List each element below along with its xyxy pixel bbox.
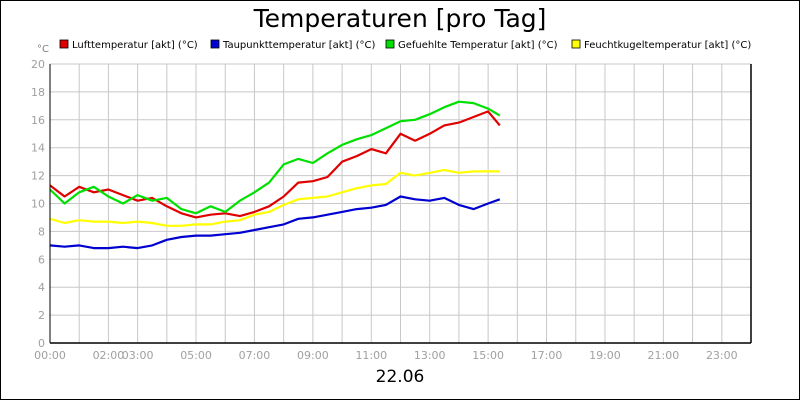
legend-label: Lufttemperatur [akt] (°C) bbox=[72, 40, 198, 51]
y-tick-label: 12 bbox=[31, 170, 45, 183]
chart-title: Temperaturen [pro Tag] bbox=[253, 4, 547, 33]
y-tick-label: 20 bbox=[31, 58, 45, 71]
x-tick-label: 05:00 bbox=[180, 349, 212, 362]
legend-label: Feuchtkugeltemperatur [akt] (°C) bbox=[584, 40, 751, 51]
y-tick-label: 10 bbox=[31, 198, 45, 211]
legend-swatch bbox=[210, 39, 220, 49]
y-tick-label: 6 bbox=[38, 253, 45, 266]
y-tick-label: 18 bbox=[31, 86, 45, 99]
legend-swatch bbox=[59, 39, 69, 49]
x-tick-label: 09:00 bbox=[297, 349, 329, 362]
x-tick-label: 17:00 bbox=[531, 349, 563, 362]
x-axis-date-label: 22.06 bbox=[375, 367, 425, 387]
x-tick-label: 00:00 bbox=[34, 349, 66, 362]
series-line bbox=[49, 110, 501, 219]
x-tick-label: 02:00 bbox=[93, 349, 125, 362]
y-tick-label: 8 bbox=[38, 225, 45, 238]
y-tick-label: 4 bbox=[38, 281, 45, 294]
y-tick-label: 2 bbox=[38, 309, 45, 322]
series-line bbox=[49, 168, 500, 227]
legend-label: Taupunkttemperatur [akt] (°C) bbox=[222, 40, 375, 51]
x-tick-label: 23:00 bbox=[706, 349, 738, 362]
y-tick-label: 0 bbox=[38, 337, 45, 350]
y-tick-label: 14 bbox=[31, 142, 45, 155]
legend-swatch bbox=[385, 39, 395, 49]
x-tick-label: 11:00 bbox=[355, 349, 387, 362]
y-tick-label: 16 bbox=[31, 114, 45, 127]
x-tick-label: 19:00 bbox=[589, 349, 621, 362]
x-tick-label: 07:00 bbox=[239, 349, 271, 362]
series-line bbox=[49, 100, 501, 215]
y-axis-unit: °C bbox=[37, 44, 49, 55]
legend-swatch bbox=[571, 39, 581, 49]
x-tick-label: 03:00 bbox=[122, 349, 154, 362]
x-tick-label: 21:00 bbox=[648, 349, 680, 362]
x-tick-label: 13:00 bbox=[414, 349, 446, 362]
legend-label: Gefuehlte Temperatur [akt] (°C) bbox=[398, 40, 558, 51]
series-line bbox=[49, 195, 501, 250]
x-tick-label: 15:00 bbox=[472, 349, 504, 362]
